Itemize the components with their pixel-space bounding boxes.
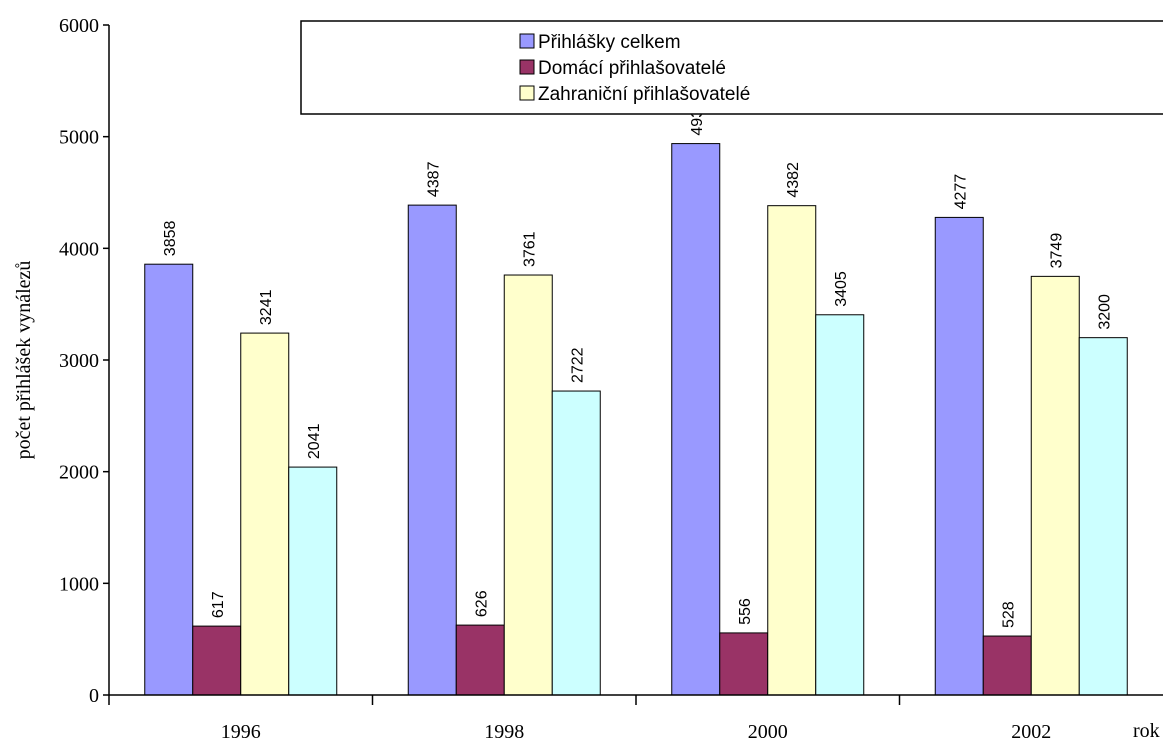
data-label: 617	[210, 591, 227, 618]
legend-swatch	[519, 85, 535, 101]
x-tick-label: 1998	[484, 721, 524, 743]
data-label: 626	[473, 590, 490, 617]
y-tick-label: 0	[89, 685, 99, 707]
data-label: 3761	[521, 231, 538, 267]
y-tick-label: 6000	[59, 15, 99, 37]
legend-label: Domácí přihlašovatelé	[538, 58, 726, 79]
legend: Přihlášky celkem Domácí přihlašovatelé Zah…	[300, 20, 1163, 115]
y-tick-label: 3000	[59, 350, 99, 372]
x-axis-title: rok	[1133, 720, 1160, 742]
y-tick-label: 2000	[59, 462, 99, 484]
data-label: 556	[737, 598, 754, 625]
y-tick-label: 1000	[59, 573, 99, 595]
bar	[934, 216, 984, 696]
bar	[144, 263, 194, 696]
legend-swatch	[519, 33, 535, 49]
x-tick-label: 2000	[748, 721, 788, 743]
legend-frame	[300, 20, 1163, 115]
data-label: 3405	[833, 271, 850, 307]
data-label: 4382	[785, 162, 802, 198]
legend-swatch	[519, 59, 535, 75]
bar	[455, 624, 505, 696]
bar	[407, 204, 457, 696]
y-axis-title: počet přihlášek vynálezů	[13, 261, 35, 460]
data-label: 2722	[569, 347, 586, 383]
x-tick-label: 2002	[1011, 721, 1051, 743]
bar	[671, 143, 721, 696]
bar	[719, 632, 769, 696]
legend-label: Zahraniční přihlašovatelé	[538, 84, 750, 105]
data-label: 3200	[1096, 294, 1113, 330]
bar	[815, 314, 865, 696]
data-label: 3749	[1048, 233, 1065, 269]
data-label: 528	[1000, 601, 1017, 628]
bar	[503, 274, 553, 696]
bar	[1078, 337, 1128, 696]
data-label: 3858	[162, 220, 179, 256]
y-tick-label: 4000	[59, 238, 99, 260]
x-tick-label: 1996	[221, 721, 261, 743]
legend-label: Přihlášky celkem	[538, 32, 681, 53]
bar	[288, 466, 338, 696]
bar	[1030, 275, 1080, 696]
bars-group	[144, 143, 1128, 696]
bar	[240, 332, 290, 696]
data-label: 3241	[258, 289, 275, 325]
data-label: 4277	[952, 174, 969, 210]
bar	[192, 625, 242, 696]
data-label: 2041	[306, 423, 323, 459]
bar	[767, 205, 817, 696]
data-label: 4387	[425, 161, 442, 197]
x-ticks-group: 1996 1998 2000 2002	[108, 695, 1051, 743]
bar	[551, 390, 601, 696]
y-ticks-group: 0 1000 2000 3000 4000 5000 6000	[59, 15, 109, 707]
bar	[982, 635, 1032, 696]
y-tick-label: 5000	[59, 127, 99, 149]
